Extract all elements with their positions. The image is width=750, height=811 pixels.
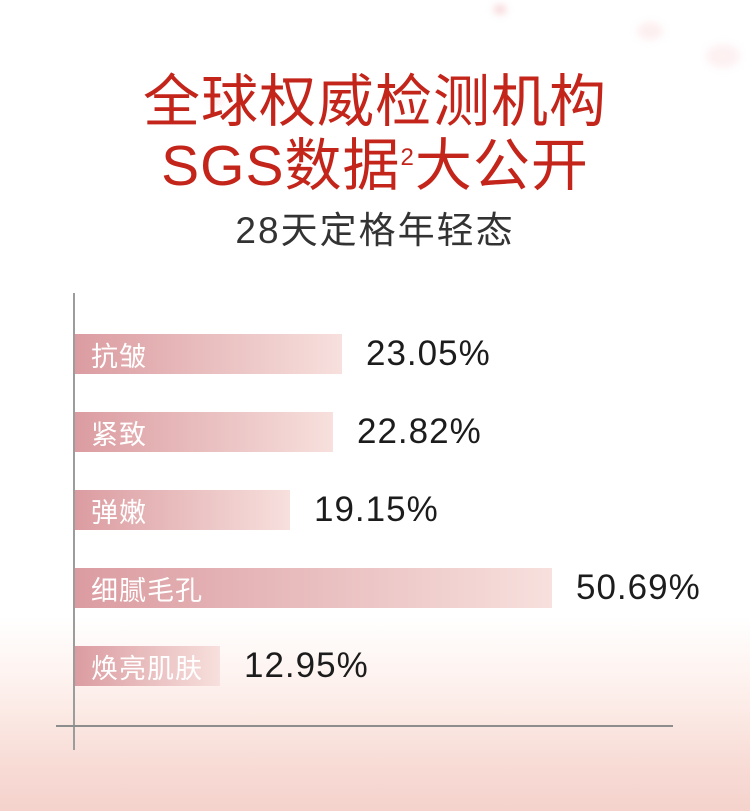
bar-elasticity: 弹嫩 (75, 490, 290, 530)
title-suffix: 大公开 (414, 134, 589, 198)
header: 全球权威检测机构 SGS数据2大公开 28天定格年轻态 (0, 70, 750, 251)
bar-value-label: 19.15% (314, 490, 439, 529)
bar-row-pores: 细腻毛孔 50.69% (75, 568, 701, 608)
page-subtitle: 28天定格年轻态 (235, 210, 515, 251)
bar-row-elasticity: 弹嫩 19.15% (75, 490, 439, 530)
bar-brightening: 焕亮肌肤 (75, 646, 220, 686)
bar-value-label: 12.95% (244, 646, 369, 685)
bar-value-label: 22.82% (357, 412, 482, 451)
bar-row-antiwrinkle: 抗皱 23.05% (75, 334, 491, 374)
bar-row-brightening: 焕亮肌肤 12.95% (75, 646, 369, 686)
bar-value-label: 50.69% (576, 568, 701, 607)
page-title-line1: 全球权威检测机构 (143, 70, 607, 134)
bar-category-label: 焕亮肌肤 (91, 653, 203, 684)
bar-category-label: 弹嫩 (91, 497, 147, 528)
bar-category-label: 细腻毛孔 (91, 575, 203, 606)
title-prefix: SGS数据 (161, 134, 401, 198)
bar-category-label: 紧致 (91, 419, 147, 450)
bar-row-firming: 紧致 22.82% (75, 412, 482, 452)
bar-value-label: 23.05% (366, 334, 491, 373)
x-axis-line (56, 725, 673, 727)
page-title-line2: SGS数据2大公开 (0, 134, 750, 198)
footnote-superscript: 2 (400, 144, 415, 171)
y-axis-line (73, 293, 75, 750)
bar-pores: 细腻毛孔 (75, 568, 552, 608)
bar-category-label: 抗皱 (91, 341, 147, 372)
bar-antiwrinkle: 抗皱 (75, 334, 342, 374)
bar-firming: 紧致 (75, 412, 333, 452)
